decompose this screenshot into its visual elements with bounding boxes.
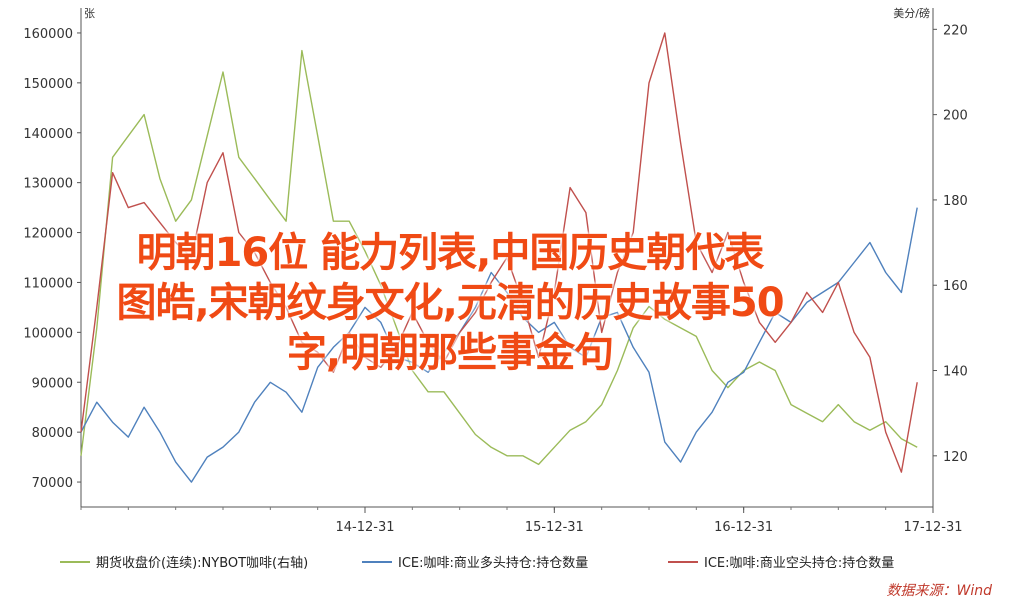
legend-label-3: ICE:咖啡:商业空头持仓:持仓数量 <box>704 556 894 571</box>
left-tick-label: 130000 <box>23 177 73 192</box>
series-layer <box>80 32 918 483</box>
overlay-line-1: 明朝16位 能力列表,中国历史朝代表 <box>136 230 765 276</box>
right-tick-label: 220 <box>943 23 968 38</box>
left-tick-label: 80000 <box>32 426 73 441</box>
right-axis-ticks: 120 140 160 180 200 220 <box>933 23 968 465</box>
data-source: 数据来源：Wind <box>887 583 993 599</box>
overlay-line-2: 图皓,宋朝纹身文化,元清的历史故事50 <box>116 280 784 326</box>
left-tick-label: 110000 <box>23 276 73 291</box>
left-axis-ticks: 70000 80000 90000 100000 110000 120000 130000 1… <box>23 27 81 491</box>
right-axis-unit: 美分/磅 <box>893 6 930 20</box>
right-tick-label: 160 <box>943 279 968 294</box>
left-tick-label: 90000 <box>32 376 73 391</box>
series-line-1 <box>80 49 918 466</box>
right-tick-label: 200 <box>943 109 968 124</box>
x-tick-label: 15-12-31 <box>525 520 584 535</box>
series-line-3 <box>80 32 918 473</box>
series-line-2 <box>80 207 918 483</box>
legend-label-1: 期货收盘价(连续):NYBOT咖啡(右轴) <box>96 555 308 571</box>
legend-label-2: ICE:咖啡:商业多头持仓:持仓数量 <box>398 555 588 571</box>
right-tick-label: 120 <box>943 450 968 465</box>
left-tick-label: 120000 <box>23 227 73 242</box>
left-tick-label: 160000 <box>23 27 73 42</box>
x-axis-ticks: 14-12-31 15-12-31 16-12-31 17-12-31 <box>80 507 963 535</box>
left-tick-label: 140000 <box>23 127 73 142</box>
x-tick-label: 17-12-31 <box>903 520 962 535</box>
left-tick-label: 100000 <box>23 326 73 341</box>
left-tick-label: 70000 <box>32 476 73 491</box>
overlay-line-3: 字,明朝那些事金句 <box>286 330 614 376</box>
right-tick-label: 180 <box>943 194 968 209</box>
legend: 期货收盘价(连续):NYBOT咖啡(右轴) ICE:咖啡:商业多头持仓:持仓数量 I… <box>60 555 894 571</box>
left-tick-label: 150000 <box>23 77 73 92</box>
right-tick-label: 140 <box>943 365 968 380</box>
x-tick-label: 16-12-31 <box>714 520 773 535</box>
overlay-title: 明朝16位 能力列表,中国历史朝代表 图皓,宋朝纹身文化,元清的历史故事50 字… <box>0 228 900 378</box>
left-axis-unit: 张 <box>84 7 95 20</box>
x-tick-label: 14-12-31 <box>335 520 394 535</box>
